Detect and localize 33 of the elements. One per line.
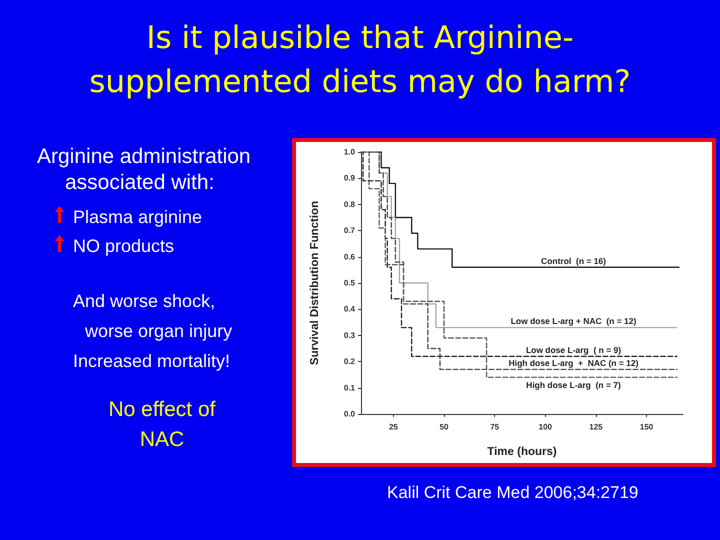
text: Plasma arginine (73, 207, 202, 227)
x-tick-label: 25 (388, 422, 398, 432)
x-axis-title: Time (hours) (487, 446, 557, 458)
y-tick-label: 0.8 (344, 200, 356, 209)
series-label: Low dose L-arg ( n = 9) (526, 344, 622, 355)
x-tick-label: 50 (440, 422, 450, 432)
y-axis-title: Survival Distribution Function (309, 200, 321, 366)
y-tick-label: 0.6 (344, 252, 356, 262)
x-tick-label: 75 (490, 422, 500, 432)
y-tick-label: 1.0 (344, 148, 356, 156)
y-tick-label: 0.5 (344, 278, 356, 288)
x-tick-label: 150 (640, 422, 654, 432)
y-tick-label: 0.1 (344, 383, 356, 392)
x-tick-label: 100 (538, 422, 553, 432)
series-label: Control (n = 16) (541, 256, 606, 266)
text: Arginine administration associated with: (37, 145, 251, 194)
text: NO products (73, 236, 174, 256)
text: No effect of NAC (108, 398, 216, 451)
y-tick-label: 0.7 (344, 226, 356, 236)
text: And worse shock, (73, 291, 216, 311)
y-tick-label: 0.9 (344, 174, 356, 183)
text: worse organ injury (85, 321, 232, 341)
series-label: High dose L-arg (n = 7) (526, 380, 622, 390)
chart-title: Is it plausible that Arginine-supplemented diets may do harm? (88, 19, 632, 102)
y-tick-label: 0.4 (344, 304, 356, 314)
series-label: Low dose L-arg + NAC (n = 12) (510, 316, 636, 326)
y-tick-label: 0.3 (344, 330, 356, 340)
y-tick-label: 0.0 (344, 410, 356, 418)
text: Kalil Crit Care Med 2006;34:2719 (387, 483, 638, 502)
y-tick-label: 0.2 (344, 357, 356, 366)
text: Increased mortality! (73, 351, 230, 371)
series-label: High dose L-arg + NAC (n = 12) (508, 358, 639, 368)
x-tick-label: 125 (589, 422, 604, 432)
